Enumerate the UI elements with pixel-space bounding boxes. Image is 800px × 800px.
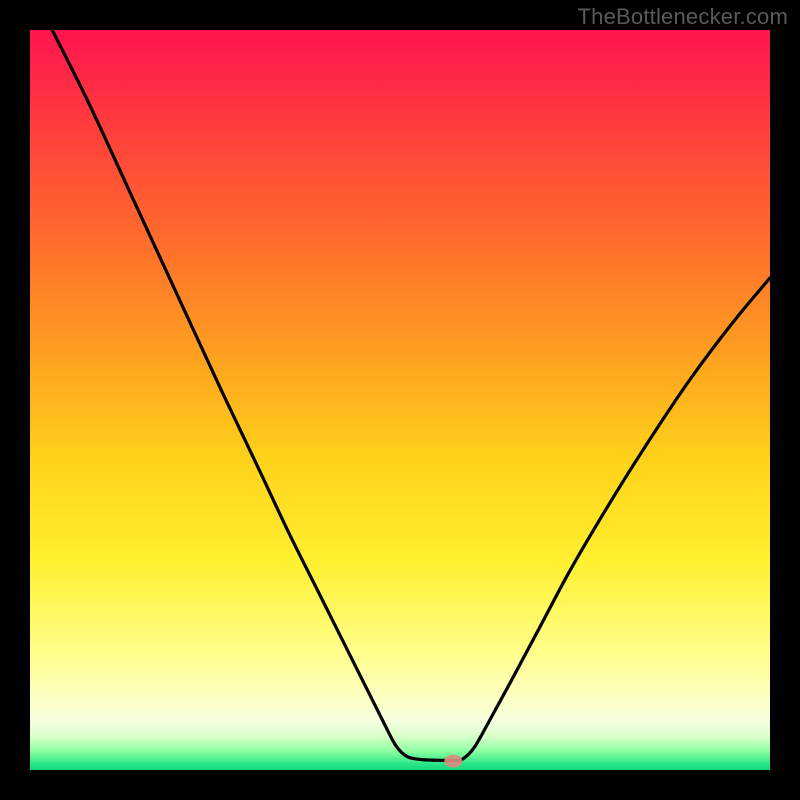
bottleneck-plot [0,0,800,800]
watermark-label: TheBottlenecker.com [578,4,788,30]
chart-container: TheBottlenecker.com [0,0,800,800]
